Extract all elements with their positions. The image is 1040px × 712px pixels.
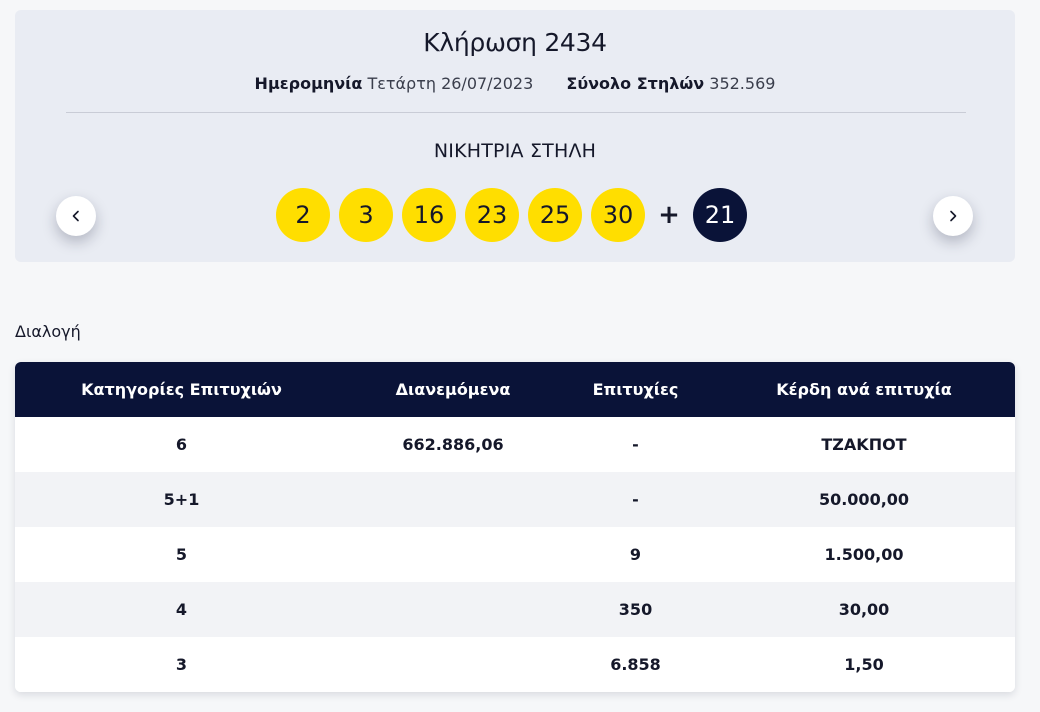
plus-sign: + — [658, 200, 680, 230]
column-header: Κέρδη ανά επιτυχία — [776, 380, 952, 399]
table-cell: - — [632, 435, 639, 454]
number-ball: 23 — [465, 188, 519, 242]
table-cell: 30,00 — [838, 600, 890, 619]
table-cell: 50.000,00 — [818, 490, 910, 509]
number-ball: 25 — [528, 188, 582, 242]
table-header-row: Κατηγορίες Επιτυχιών Διανεμόμενα Επιτυχί… — [15, 362, 1015, 417]
table-cell: 3 — [175, 655, 188, 674]
draw-card: Κλήρωση 2434 Ημερομηνία Τετάρτη 26/07/20… — [15, 10, 1015, 262]
number-ball: 30 — [591, 188, 645, 242]
table-row: 5 9 1.500,00 — [15, 527, 1015, 582]
number-ball: 3 — [339, 188, 393, 242]
table-cell: 5 — [175, 545, 188, 564]
next-draw-button[interactable] — [933, 196, 973, 236]
draw-meta: Ημερομηνία Τετάρτη 26/07/2023 Σύνολο Στη… — [15, 74, 1015, 93]
columns-label: Σύνολο Στηλών — [566, 74, 705, 93]
table-cell — [348, 582, 558, 637]
chevron-right-icon — [950, 210, 957, 222]
table-cell: 4 — [175, 600, 188, 619]
bonus-ball: 21 — [693, 188, 747, 242]
date-label: Ημερομηνία — [254, 74, 363, 93]
number-ball: 2 — [276, 188, 330, 242]
table-row: 6 662.886,06 - ΤΖΑΚΠΟΤ — [15, 417, 1015, 472]
table-cell: 1,50 — [844, 655, 884, 674]
draw-date: Ημερομηνία Τετάρτη 26/07/2023 — [255, 74, 534, 93]
chevron-left-icon — [72, 210, 79, 222]
table-cell: ΤΖΑΚΠΟΤ — [821, 435, 907, 454]
section-title: Διαλογή — [15, 322, 81, 341]
number-ball: 16 — [402, 188, 456, 242]
results-table: Κατηγορίες Επιτυχιών Διανεμόμενα Επιτυχί… — [15, 362, 1015, 692]
table-cell: 1.500,00 — [824, 545, 904, 564]
date-value: Τετάρτη 26/07/2023 — [367, 74, 534, 93]
table-cell: 5+1 — [163, 490, 200, 509]
winning-column-label: ΝΙΚΗΤΡΙΑ ΣΤΗΛΗ — [433, 140, 597, 162]
columns-value: 352.569 — [709, 74, 776, 93]
previous-draw-button[interactable] — [56, 196, 96, 236]
table-cell: 9 — [629, 545, 642, 564]
table-cell — [348, 527, 558, 582]
divider — [66, 112, 966, 113]
table-cell: 6.858 — [610, 655, 661, 674]
column-header: Επιτυχίες — [592, 380, 679, 399]
table-cell: 6 — [175, 435, 188, 454]
column-header: Διανεμόμενα — [395, 380, 511, 399]
column-header: Κατηγορίες Επιτυχιών — [81, 380, 282, 399]
table-row: 5+1 - 50.000,00 — [15, 472, 1015, 527]
table-cell — [348, 637, 558, 692]
table-cell: 662.886,06 — [402, 435, 504, 454]
table-cell: 350 — [618, 600, 653, 619]
table-row: 4 350 30,00 — [15, 582, 1015, 637]
draw-title: Κλήρωση 2434 — [423, 28, 607, 57]
draw-columns: Σύνολο Στηλών 352.569 — [566, 74, 775, 93]
winning-numbers: 2 3 16 23 25 30 + 21 — [276, 188, 747, 242]
table-row: 3 6.858 1,50 — [15, 637, 1015, 692]
table-cell: - — [632, 490, 639, 509]
table-cell — [348, 472, 558, 527]
